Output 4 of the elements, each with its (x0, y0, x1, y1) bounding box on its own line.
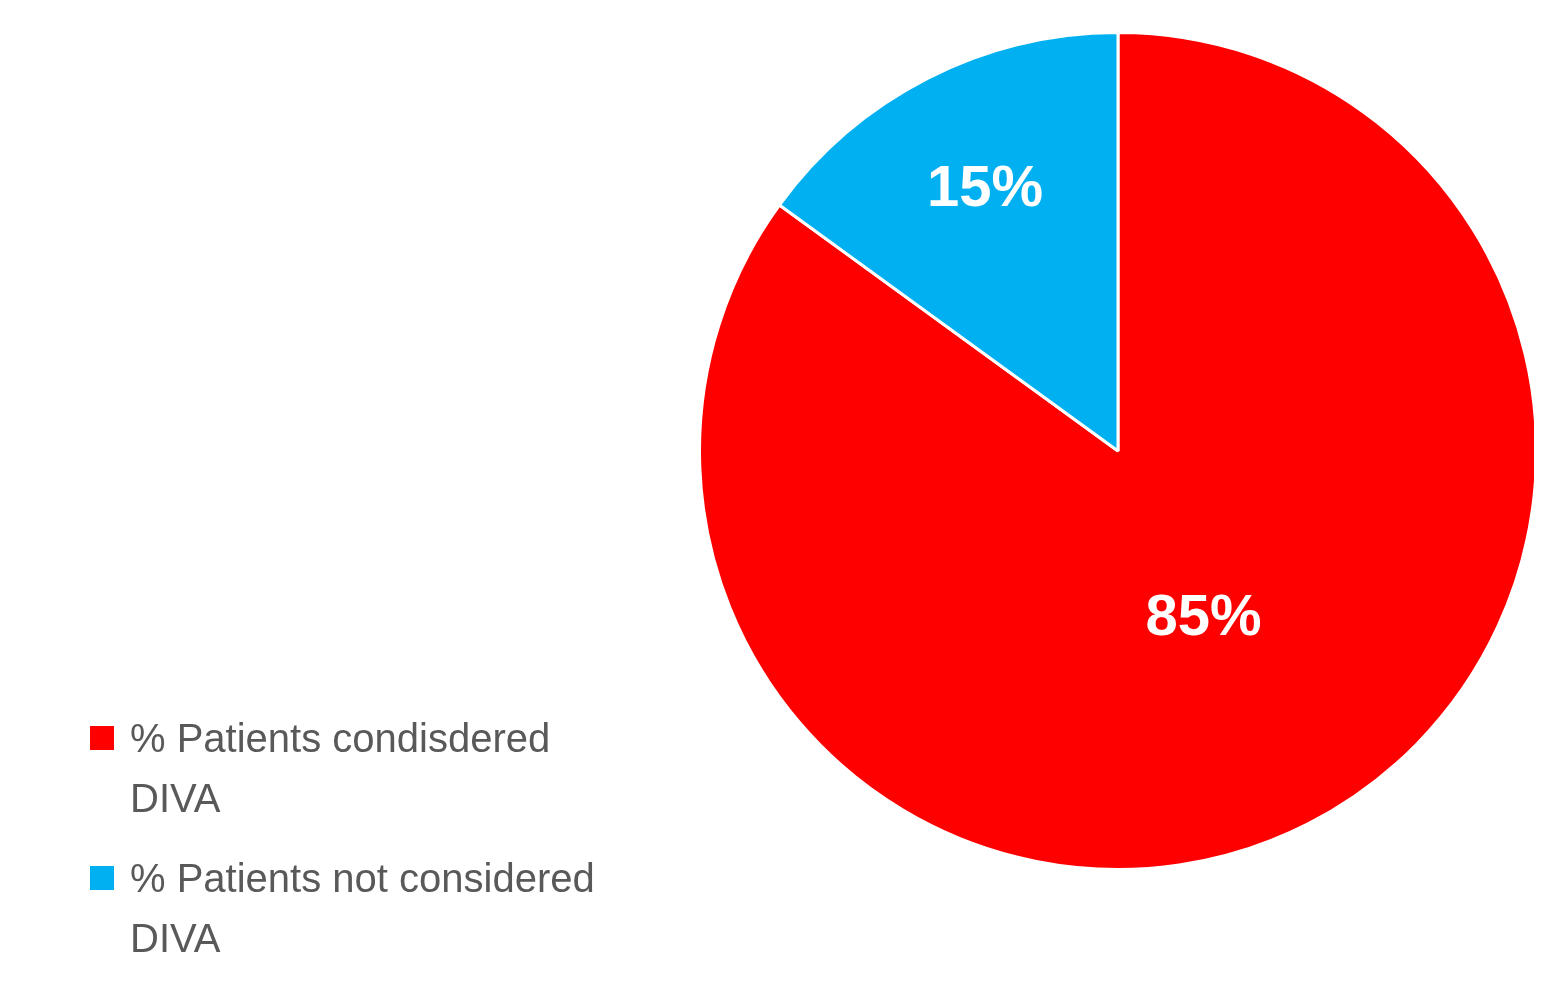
legend-label: % Patients condisdered DIVA (130, 715, 552, 822)
data-label: 85% (1145, 581, 1262, 647)
data-label: 15% (926, 152, 1044, 218)
legend-label: % Patients not considered DIVA (130, 855, 596, 962)
